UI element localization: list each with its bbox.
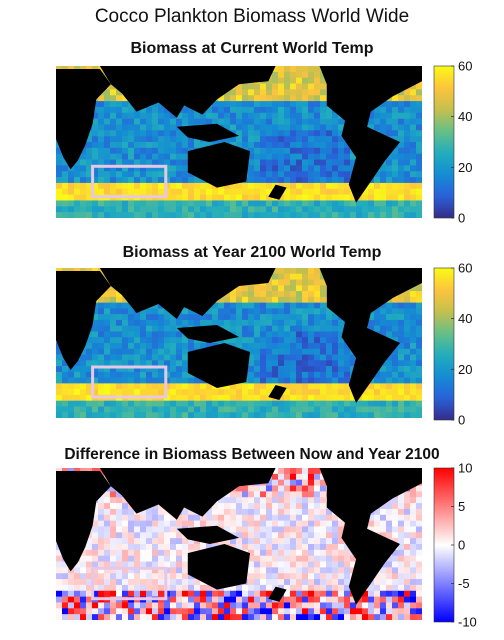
colorbar-difference: 10 5 0 -5 -10 [433, 461, 477, 630]
colorbar-gradient [433, 65, 455, 219]
colorbar-tick-label: -5 [458, 576, 470, 591]
land-mask [56, 268, 422, 403]
colorbar-tick-label: 0 [458, 538, 465, 553]
colorbar-tick-label: 20 [458, 362, 472, 377]
colorbar-tick-label: 0 [458, 413, 465, 428]
colorbar-tick-label: 60 [458, 261, 472, 276]
colorbar-tick-label: 40 [458, 311, 472, 326]
colorbar-tick-label: 60 [458, 59, 472, 74]
highlight-box [91, 566, 168, 601]
biomass-current-map [56, 66, 422, 218]
colorbar-tick-label: 0 [458, 211, 465, 226]
land-mask [56, 66, 422, 203]
land-mask [56, 468, 422, 605]
colorbar-tick-label: 10 [458, 461, 472, 476]
figure-title: Cocco Plankton Biomass World Wide [94, 6, 410, 27]
biomass-2100-map [56, 268, 422, 418]
colorbar-gradient [433, 267, 455, 421]
panel-3-title: Difference in Biomass Between Now and Ye… [64, 446, 440, 463]
colorbar-tick-label: -10 [458, 615, 477, 630]
colorbar-current: 0 20 40 60 [433, 59, 472, 226]
panel-2-title: Biomass at Year 2100 World Temp [122, 244, 382, 261]
highlight-box [91, 164, 168, 199]
colorbar-tick-label: 5 [458, 499, 465, 514]
panel-1-title: Biomass at Current World Temp [130, 40, 374, 57]
biomass-difference-map [56, 468, 422, 620]
highlight-box [91, 365, 168, 399]
colorbar-tick-label: 20 [458, 160, 472, 175]
colorbar-2100: 0 20 40 60 [433, 261, 472, 428]
colorbar-tick-label: 40 [458, 109, 472, 124]
